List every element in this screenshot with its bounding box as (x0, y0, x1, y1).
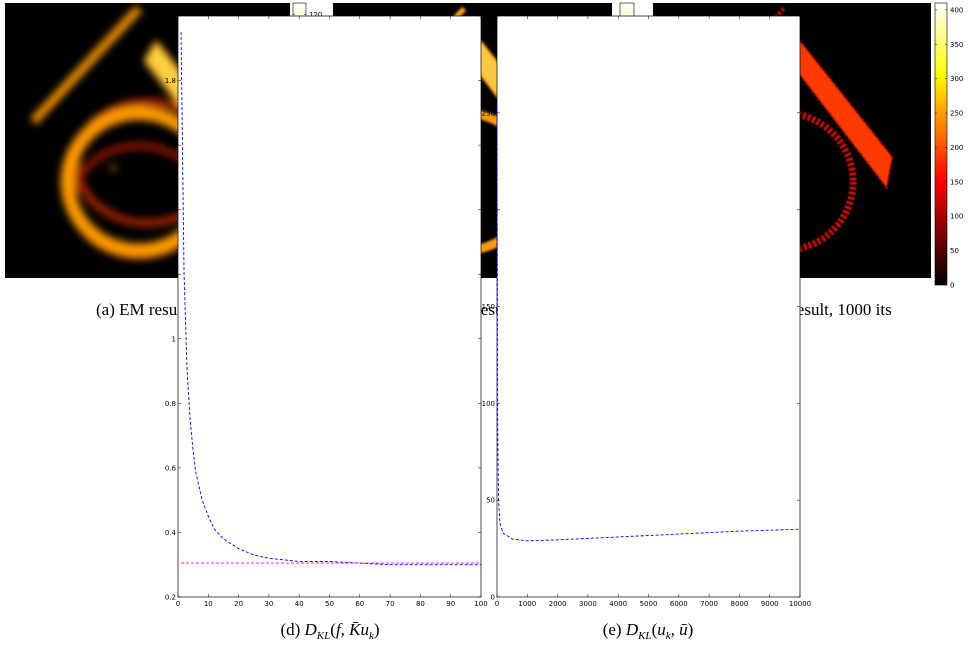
y-tick-label: 100 (482, 400, 495, 408)
colorbar-tick-label: 100 (950, 213, 963, 221)
y-tick-label: 1.6 (165, 142, 177, 150)
y-tick-label: 250 (482, 109, 495, 117)
x-tick-label: 0 (176, 600, 180, 608)
y-tick-label: 300 (482, 13, 495, 21)
caption-part: u (657, 620, 666, 639)
colorbar-tick-label: 250 (950, 110, 963, 118)
caption-part: f, K̄u (336, 620, 369, 639)
y-tick-label: 200 (482, 206, 495, 214)
x-tick-label: 9000 (761, 600, 779, 608)
caption: (e) DKL(uk, ū) (603, 620, 694, 642)
x-tick-label: 2000 (549, 600, 567, 608)
y-tick-label: 1.8 (165, 77, 176, 85)
band (788, 39, 894, 190)
x-tick-label: 100 (474, 600, 487, 608)
x-tick-label: 8000 (730, 600, 748, 608)
x-tick-label: 5000 (640, 600, 658, 608)
x-tick-label: 40 (295, 600, 304, 608)
x-tick-label: 50 (325, 600, 334, 608)
y-tick-label: 2 (172, 13, 176, 21)
x-tick-label: 7000 (700, 600, 718, 608)
colorbar-tick-label: 300 (950, 75, 963, 83)
y-tick-label: 0.4 (165, 529, 177, 537)
y-tick-label: 0.2 (165, 594, 176, 602)
caption-part: ) (374, 620, 380, 639)
colorbar-tick-label: 200 (950, 144, 963, 152)
colorbar-tick-label: 150 (950, 178, 963, 186)
colorbar-tick-label: 0 (950, 282, 954, 290)
dot (110, 165, 116, 171)
y-tick-label: 0.8 (165, 400, 176, 408)
x-tick-label: 30 (264, 600, 273, 608)
colorbar-tick-label: 120 (309, 11, 322, 19)
colorbar-tick-label: 50 (950, 247, 959, 255)
x-tick-label: 0 (495, 600, 499, 608)
x-tick-label: 80 (416, 600, 425, 608)
x-tick-label: 4000 (609, 600, 627, 608)
caption: (d) DKL(f, K̄uk) (280, 620, 379, 642)
axes-box (496, 15, 801, 598)
x-tick-label: 20 (234, 600, 243, 608)
y-tick-label: 0 (491, 594, 495, 602)
caption-part: (e) (603, 620, 626, 639)
y-tick-label: 50 (486, 497, 495, 505)
caption-part: k (666, 630, 672, 642)
x-tick-label: 3000 (579, 600, 597, 608)
x-tick-label: 70 (386, 600, 395, 608)
caption-part: D (304, 620, 318, 639)
y-tick-label: 0.6 (165, 464, 177, 472)
caption-part: KL (316, 630, 330, 642)
colorbar-tick-label: 400 (950, 6, 963, 14)
colorbar-tick-label: 350 (950, 41, 963, 49)
y-tick-label: 1.4 (165, 206, 177, 214)
caption-part: ( (652, 620, 658, 639)
x-tick-label: 6000 (670, 600, 688, 608)
caption-part: KL (637, 630, 651, 642)
caption-part: D (625, 620, 639, 639)
y-tick-label: 150 (482, 303, 495, 311)
rod (30, 5, 143, 125)
x-tick-label: 90 (446, 600, 455, 608)
caption-part: ( (330, 620, 336, 639)
axes-box (177, 15, 482, 598)
x-tick-label: 10000 (789, 600, 811, 608)
y-tick-label: 1 (172, 335, 176, 343)
x-tick-label: 60 (355, 600, 364, 608)
caption-part: , ū (671, 620, 688, 639)
caption-part: ) (688, 620, 694, 639)
caption-part: (d) (280, 620, 304, 639)
caption-part: k (369, 630, 375, 642)
colorbar (934, 2, 948, 286)
y-tick-label: 1.2 (165, 271, 176, 279)
x-tick-label: 10 (204, 600, 213, 608)
data-line (180, 32, 481, 566)
x-tick-label: 1000 (518, 600, 536, 608)
